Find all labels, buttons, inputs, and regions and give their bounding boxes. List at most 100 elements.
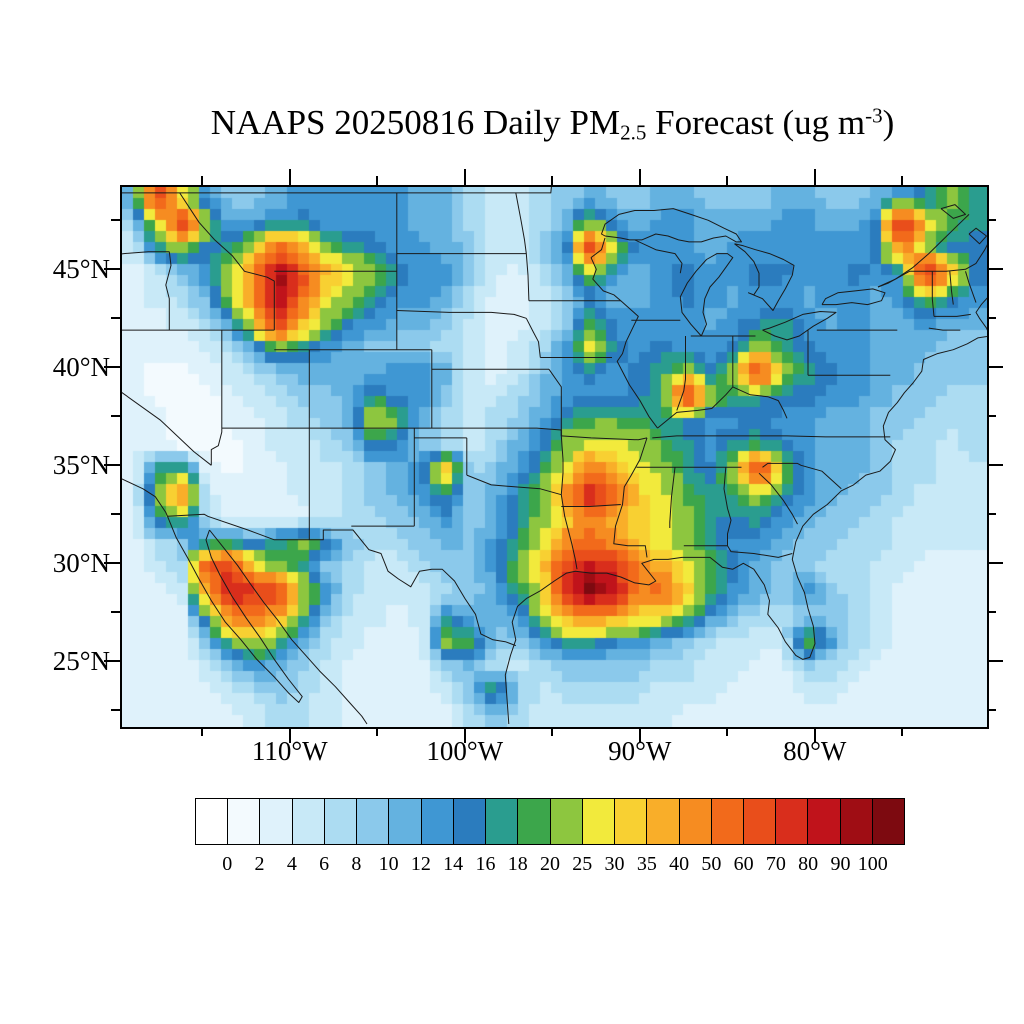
axis-tick-mark xyxy=(987,562,1003,565)
map-border-line xyxy=(613,437,648,558)
map-border-line xyxy=(679,253,734,337)
map-border-line xyxy=(634,239,683,274)
map-border-line xyxy=(221,427,562,436)
colorbar-tick-label: 14 xyxy=(443,853,464,875)
map-border-line xyxy=(561,504,621,507)
map-plot-area xyxy=(120,185,989,729)
colorbar-cell xyxy=(452,798,487,845)
axis-tick-mark xyxy=(987,415,996,418)
colorbar-tick-label: 25 xyxy=(572,853,593,875)
axis-tick-mark xyxy=(376,727,379,736)
map-border-line xyxy=(727,545,793,558)
colorbar-cell xyxy=(259,798,293,845)
axis-tick-mark xyxy=(987,660,1003,663)
colorbar xyxy=(195,798,906,845)
map-border-line xyxy=(396,310,527,319)
axis-tick-mark xyxy=(104,660,120,663)
colorbar-cell xyxy=(710,798,744,845)
colorbar-tick-label: 6 xyxy=(319,853,330,875)
axis-tick-mark xyxy=(104,366,120,369)
axis-tick-mark xyxy=(987,464,1003,467)
map-border-line xyxy=(590,257,622,302)
axis-tick-mark xyxy=(813,727,816,743)
map-border-line xyxy=(504,244,987,725)
axis-tick-mark xyxy=(288,169,291,185)
axis-tick-mark xyxy=(104,464,120,467)
map-border-line xyxy=(466,474,562,496)
colorbar-tick-label: 16 xyxy=(475,853,496,875)
map-border-line xyxy=(525,318,541,358)
colorbar-tick-label: 50 xyxy=(701,853,722,875)
title-suffix: ) xyxy=(882,103,895,142)
colorbar-cell xyxy=(678,798,712,845)
map-border-line xyxy=(676,336,686,411)
lat-tick-label: 45°N xyxy=(52,254,110,285)
map-border-line xyxy=(167,513,516,647)
colorbar-cell xyxy=(195,798,229,845)
colorbar-cell xyxy=(646,798,680,845)
map-border-line xyxy=(723,467,732,546)
colorbar-cell xyxy=(839,798,873,845)
colorbar-cell xyxy=(517,798,551,845)
colorbar-tick-label: 2 xyxy=(254,853,265,875)
map-border-line xyxy=(821,288,886,306)
map-border-line xyxy=(122,478,168,517)
axis-tick-mark xyxy=(987,611,996,614)
map-border-line xyxy=(928,327,961,331)
colorbar-tick-label: 80 xyxy=(798,853,819,875)
colorbar-cell xyxy=(549,798,583,845)
axis-tick-mark xyxy=(288,727,291,743)
map-border-line xyxy=(732,386,788,419)
axis-tick-mark xyxy=(463,169,466,185)
lat-tick-label: 30°N xyxy=(52,548,110,579)
colorbar-cell xyxy=(581,798,616,845)
map-border-line xyxy=(515,192,530,301)
map-border-line xyxy=(940,204,966,219)
axis-tick-mark xyxy=(551,727,554,736)
lat-tick-label: 35°N xyxy=(52,450,110,481)
map-border-line xyxy=(657,386,734,429)
map-border-line xyxy=(122,392,212,466)
axis-tick-mark xyxy=(987,268,1003,271)
axis-tick-mark xyxy=(813,169,816,185)
title-subscript: 2.5 xyxy=(620,120,647,145)
colorbar-cell xyxy=(323,798,358,845)
map-border-line xyxy=(931,271,935,317)
map-border-line xyxy=(560,494,578,570)
axis-tick-mark xyxy=(111,317,120,320)
axis-tick-mark xyxy=(104,268,120,271)
title-superscript: -3 xyxy=(865,103,883,128)
axis-tick-mark xyxy=(111,415,120,418)
map-border-line xyxy=(652,435,752,439)
axis-tick-mark xyxy=(987,366,1003,369)
axis-tick-mark xyxy=(463,727,466,743)
axis-tick-mark xyxy=(638,727,641,743)
map-border-line xyxy=(548,369,562,436)
colorbar-cell xyxy=(871,798,906,845)
colorbar-cell xyxy=(775,798,809,845)
map-border-line xyxy=(669,467,676,528)
colorbar-tick-label: 18 xyxy=(507,853,528,875)
colorbar-tick-label: 10 xyxy=(378,853,399,875)
axis-tick-mark xyxy=(987,513,996,516)
map-border-line xyxy=(560,435,564,495)
map-border-line xyxy=(167,516,303,703)
colorbar-cell xyxy=(807,798,841,845)
map-border-line xyxy=(210,428,223,466)
axis-tick-mark xyxy=(987,317,996,320)
axis-tick-mark xyxy=(638,169,641,185)
lat-tick-label: 25°N xyxy=(52,646,110,677)
map-border-line xyxy=(762,462,842,490)
axis-tick-mark xyxy=(551,176,554,185)
axis-tick-mark xyxy=(901,176,904,185)
colorbar-tick-label: 70 xyxy=(765,853,786,875)
axis-tick-mark xyxy=(111,219,120,222)
colorbar-cell xyxy=(614,798,648,845)
colorbar-tick-label: 35 xyxy=(636,853,657,875)
map-border-line xyxy=(122,251,170,255)
state-borders-overlay xyxy=(122,187,987,725)
colorbar-tick-label: 100 xyxy=(857,853,888,875)
map-border-line xyxy=(734,243,795,311)
colorbar-tick-label: 40 xyxy=(669,853,690,875)
